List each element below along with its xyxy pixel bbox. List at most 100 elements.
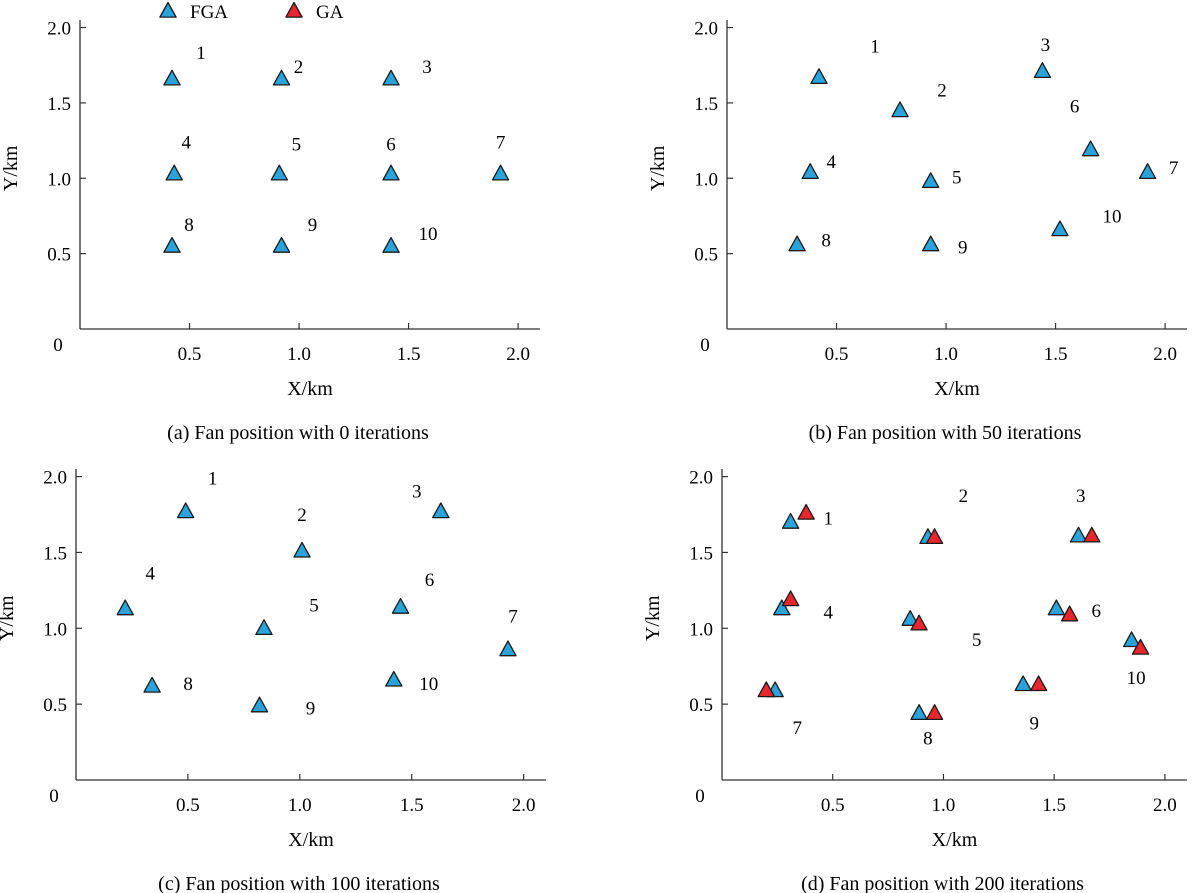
fga-marker-8 [910,704,928,721]
fga-marker-4 [116,599,134,616]
point-label-6: 6 [1070,97,1080,118]
y-tick-label: 2.0 [689,468,713,489]
origin-label: 0 [695,786,705,807]
fga-marker-1 [810,68,828,85]
point-label-9: 9 [1029,713,1039,734]
point-label-9: 9 [308,215,318,236]
fga-marker-5 [921,172,940,189]
point-label-8: 8 [821,231,831,252]
y-axis-title: Y/km [647,145,669,191]
fga-marker-7 [499,640,517,657]
fga-marker-3 [432,502,450,519]
ga-marker-5 [910,614,928,631]
y-tick-label: 1.0 [694,169,718,190]
x-axis-title: X/km [287,378,333,400]
point-label-7: 7 [496,133,506,154]
point-label-10: 10 [1127,668,1146,689]
x-tick-label: 1.0 [932,795,956,816]
chart-panel-d: 0.5 1.0 1.5 2.0 0.5 1.0 1.5 2.0 0 X/km Y/km (d) Fan… [642,468,1187,893]
point-label-1: 1 [824,509,834,530]
x-tick-label: 1.5 [397,344,421,365]
point-label-3: 3 [1076,486,1086,507]
point-label-2: 2 [959,486,969,507]
point-label-8: 8 [923,729,933,750]
panel-caption: (c) Fan position with 100 iterations [158,873,440,893]
fga-marker-3 [382,69,400,86]
x-tick-label: 0.5 [825,344,849,365]
panel-caption: (d) Fan position with 200 iterations [801,873,1084,893]
fga-marker-6 [1081,140,1100,157]
ga-marker-1 [797,503,815,520]
fga-marker-9 [1014,675,1032,692]
point-label-10: 10 [419,224,438,245]
origin-label: 0 [53,335,63,356]
fga-marker-9 [921,235,940,252]
legend-fga-marker [159,1,177,18]
chart-panel-a: 0.5 1.0 1.5 2.0 0.5 1.0 1.5 2.0 0 X/km Y/km (a) Fan… [0,19,540,444]
point-label-8: 8 [184,215,194,236]
x-tick-label: 0.5 [176,795,200,816]
point-label-4: 4 [826,152,836,173]
x-tick-label: 1.5 [1042,795,1066,816]
point-label-10: 10 [419,674,438,695]
fga-marker-8 [163,236,181,253]
y-tick-label: 2.0 [43,468,67,489]
fga-marker-10 [1122,631,1141,648]
x-tick-label: 0.5 [821,795,845,816]
y-tick-label: 1.0 [47,169,71,190]
x-tick-label: 1.0 [934,344,958,365]
point-label-5: 5 [952,167,962,188]
y-tick-label: 0.5 [694,245,718,266]
fga-marker-4 [801,163,819,180]
point-label-10: 10 [1102,207,1121,228]
ga-marker-9 [1029,675,1048,692]
point-label-4: 4 [145,564,155,585]
x-axis-title: X/km [288,829,334,851]
y-tick-label: 0.5 [47,245,71,266]
fga-marker-6 [391,597,410,614]
fga-marker-2 [272,69,291,86]
y-tick-label: 1.5 [43,543,67,564]
fga-marker-6 [382,164,400,181]
point-label-5: 5 [309,595,319,616]
fga-marker-4 [165,164,183,181]
point-label-5: 5 [292,135,302,156]
x-axis-title: X/km [934,378,980,400]
fga-marker-9 [250,696,269,713]
fga-marker-5 [270,164,289,181]
y-tick-label: 1.5 [694,94,718,115]
x-tick-label: 2.0 [506,344,530,365]
y-tick-label: 1.0 [689,619,713,640]
point-label-2: 2 [294,57,304,78]
fga-marker-7 [491,164,510,181]
fga-marker-10 [382,236,400,253]
fga-marker-10 [385,670,403,687]
point-label-9: 9 [958,238,968,259]
fga-marker-5 [255,619,273,636]
x-tick-label: 1.5 [1044,344,1068,365]
chart-panel-b: 0.5 1.0 1.5 2.0 0.5 1.0 1.5 2.0 0 X/km Y/km (b) Fan… [647,19,1187,444]
point-label-4: 4 [181,133,191,154]
legend-ga-marker [285,1,303,18]
fga-marker-3 [1069,526,1088,543]
y-axis-title: Y/km [0,145,22,191]
fga-marker-9 [272,236,291,253]
y-tick-label: 0.5 [689,695,713,716]
fga-marker-8 [788,235,806,252]
y-axis-title: Y/km [642,595,664,641]
fga-marker-8 [143,676,161,693]
ga-marker-8 [925,704,944,721]
point-label-6: 6 [425,570,435,591]
panel-caption: (a) Fan position with 0 iterations [167,422,429,444]
x-tick-label: 1.0 [287,344,311,365]
y-tick-label: 2.0 [694,19,718,40]
fga-marker-1 [176,502,195,519]
x-tick-label: 2.0 [1153,795,1177,816]
point-label-1: 1 [870,36,880,57]
point-label-3: 3 [412,481,422,502]
x-tick-label: 1.0 [288,795,312,816]
fga-marker-3 [1033,62,1052,79]
point-label-1: 1 [208,468,218,489]
y-axis-title: Y/km [0,595,18,641]
x-axis-title: X/km [932,829,978,851]
